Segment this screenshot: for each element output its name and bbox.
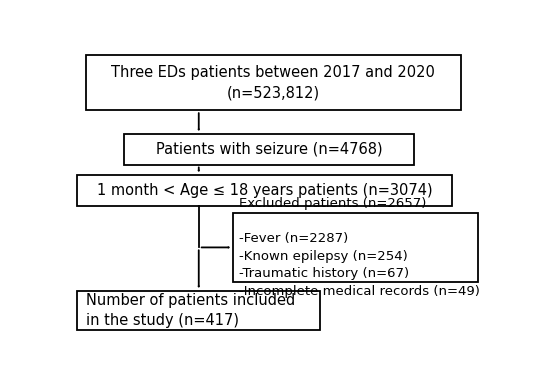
Text: 1 month < Age ≤ 18 years patients (n=3074): 1 month < Age ≤ 18 years patients (n=307… <box>97 182 433 198</box>
FancyBboxPatch shape <box>233 213 478 282</box>
Text: Number of patients included
in the study (n=417): Number of patients included in the study… <box>86 293 295 328</box>
FancyBboxPatch shape <box>77 291 320 330</box>
Text: Excluded patients (n=2657)

-Fever (n=2287)
-Known epilepsy (n=254)
-Traumatic h: Excluded patients (n=2657) -Fever (n=228… <box>239 197 480 298</box>
FancyBboxPatch shape <box>86 54 461 110</box>
Text: Three EDs patients between 2017 and 2020
(n=523,812): Three EDs patients between 2017 and 2020… <box>112 65 435 100</box>
FancyBboxPatch shape <box>77 175 452 206</box>
Text: Patients with seizure (n=4768): Patients with seizure (n=4768) <box>156 141 382 157</box>
FancyBboxPatch shape <box>124 134 414 165</box>
